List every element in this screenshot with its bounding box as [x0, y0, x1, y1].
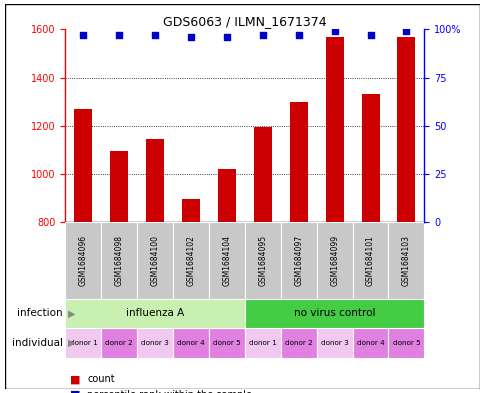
Text: GSM1684101: GSM1684101: [365, 235, 374, 286]
Bar: [388, 328, 424, 358]
Bar: [65, 222, 101, 299]
Bar: [110, 151, 128, 222]
Bar: [280, 222, 316, 299]
Text: donor 4: donor 4: [177, 340, 205, 346]
Point: [366, 32, 374, 39]
Point: [223, 34, 230, 40]
Point: [330, 28, 338, 35]
Text: donor 3: donor 3: [141, 340, 169, 346]
Text: donor 2: donor 2: [105, 340, 133, 346]
Bar: [137, 328, 173, 358]
Text: count: count: [87, 374, 115, 384]
Text: donor 5: donor 5: [212, 340, 241, 346]
Bar: [244, 328, 280, 358]
Bar: [244, 299, 424, 328]
Bar: [397, 37, 414, 222]
Point: [402, 28, 409, 35]
Text: GSM1684096: GSM1684096: [79, 235, 88, 286]
Text: infection: infection: [17, 309, 63, 318]
Bar: [173, 222, 209, 299]
Text: GSM1684102: GSM1684102: [186, 235, 195, 286]
Text: individual: individual: [12, 338, 63, 348]
Text: influenza A: influenza A: [126, 309, 184, 318]
Text: GSM1684100: GSM1684100: [151, 235, 159, 286]
Text: percentile rank within the sample: percentile rank within the sample: [87, 390, 252, 393]
Bar: [352, 328, 388, 358]
Text: GSM1684098: GSM1684098: [115, 235, 123, 286]
Bar: [137, 222, 173, 299]
Point: [151, 32, 159, 39]
Bar: [182, 199, 200, 222]
Text: ■: ■: [70, 374, 81, 384]
Text: donor 1: donor 1: [69, 340, 97, 346]
Point: [187, 34, 195, 40]
Text: GSM1684104: GSM1684104: [222, 235, 231, 286]
Bar: [146, 139, 164, 222]
Bar: [352, 222, 388, 299]
Text: donor 5: donor 5: [392, 340, 420, 346]
Point: [115, 32, 123, 39]
Text: donor 1: donor 1: [248, 340, 276, 346]
Bar: [209, 222, 244, 299]
Point: [79, 32, 87, 39]
Text: donor 2: donor 2: [284, 340, 312, 346]
Bar: [254, 127, 271, 222]
Text: donor 4: donor 4: [356, 340, 384, 346]
Text: ■: ■: [70, 390, 81, 393]
Bar: [65, 299, 244, 328]
Bar: [361, 94, 378, 222]
Text: ▶: ▶: [68, 309, 75, 318]
Bar: [75, 109, 92, 222]
Bar: [244, 222, 280, 299]
Bar: [289, 102, 307, 222]
Bar: [173, 328, 209, 358]
Text: GSM1684099: GSM1684099: [330, 235, 338, 286]
Bar: [101, 328, 137, 358]
Text: GSM1684103: GSM1684103: [401, 235, 410, 286]
Text: GSM1684095: GSM1684095: [258, 235, 267, 286]
Bar: [388, 222, 424, 299]
Bar: [280, 328, 316, 358]
Bar: [218, 169, 235, 222]
Bar: [101, 222, 137, 299]
Title: GDS6063 / ILMN_1671374: GDS6063 / ILMN_1671374: [163, 15, 326, 28]
Text: ▶: ▶: [68, 338, 75, 348]
Bar: [65, 328, 101, 358]
Bar: [316, 222, 352, 299]
Point: [294, 32, 302, 39]
Text: no virus control: no virus control: [293, 309, 375, 318]
Bar: [316, 328, 352, 358]
Bar: [209, 328, 244, 358]
Text: GSM1684097: GSM1684097: [294, 235, 302, 286]
Bar: [325, 37, 343, 222]
Point: [258, 32, 266, 39]
Text: donor 3: donor 3: [320, 340, 348, 346]
